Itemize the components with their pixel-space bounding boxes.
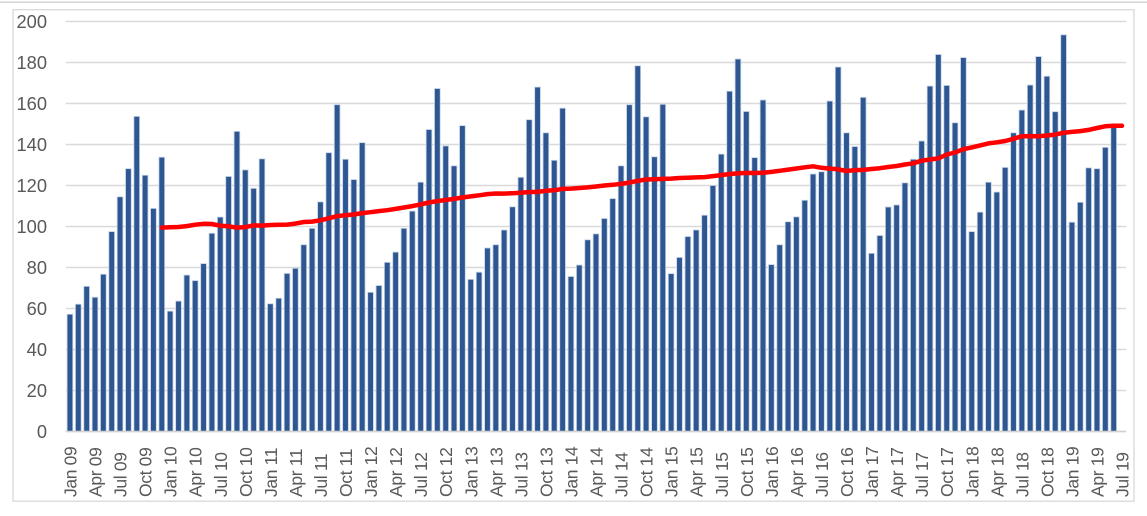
svg-text:Apr 11: Apr 11 [286, 449, 306, 497]
svg-text:60: 60 [27, 298, 47, 319]
svg-text:20: 20 [27, 380, 47, 401]
svg-text:Apr 18: Apr 18 [987, 448, 1007, 497]
svg-text:Jul 14: Jul 14 [612, 452, 632, 497]
svg-text:Jul 18: Jul 18 [1012, 452, 1032, 497]
svg-text:Oct 16: Oct 16 [837, 448, 857, 497]
svg-text:120: 120 [16, 175, 47, 196]
svg-text:Oct 11: Oct 11 [336, 449, 356, 497]
svg-text:Apr 10: Apr 10 [186, 447, 206, 497]
svg-text:Jul 11: Jul 11 [311, 454, 331, 497]
svg-text:160: 160 [16, 93, 47, 114]
svg-text:Apr 15: Apr 15 [687, 448, 707, 497]
svg-text:Jul 15: Jul 15 [712, 452, 732, 497]
svg-text:Jul 12: Jul 12 [411, 452, 431, 497]
svg-text:Jan 17: Jan 17 [862, 447, 882, 497]
svg-text:Jul 16: Jul 16 [812, 452, 832, 497]
svg-text:0: 0 [37, 421, 47, 442]
svg-text:Oct 13: Oct 13 [536, 448, 556, 497]
svg-text:Jan 10: Jan 10 [161, 446, 181, 497]
svg-text:Oct 15: Oct 15 [737, 448, 757, 497]
svg-text:Oct 17: Oct 17 [937, 448, 957, 497]
svg-text:Apr 12: Apr 12 [386, 448, 406, 497]
svg-text:Apr 14: Apr 14 [587, 447, 607, 497]
svg-text:140: 140 [16, 134, 47, 155]
svg-text:Jan 12: Jan 12 [361, 447, 381, 497]
svg-text:Oct 18: Oct 18 [1037, 448, 1057, 497]
svg-text:Oct 10: Oct 10 [236, 447, 256, 497]
svg-text:180: 180 [16, 52, 47, 73]
svg-text:Oct 09: Oct 09 [136, 448, 156, 497]
svg-text:80: 80 [27, 257, 47, 278]
svg-text:Jan 15: Jan 15 [662, 447, 682, 497]
svg-text:Jan 14: Jan 14 [561, 446, 581, 497]
svg-text:Oct 12: Oct 12 [436, 448, 456, 497]
svg-text:Jul 17: Jul 17 [912, 452, 932, 497]
svg-text:Jan 11: Jan 11 [261, 448, 281, 497]
svg-text:Jan 16: Jan 16 [762, 447, 782, 497]
svg-text:Apr 13: Apr 13 [486, 448, 506, 497]
svg-text:Jan 19: Jan 19 [1062, 447, 1082, 497]
svg-text:40: 40 [27, 339, 47, 360]
svg-text:Jul 09: Jul 09 [111, 452, 131, 497]
svg-text:200: 200 [16, 11, 47, 32]
svg-text:Jan 13: Jan 13 [461, 447, 481, 497]
svg-text:Jul 19: Jul 19 [1113, 452, 1133, 497]
svg-text:Apr 09: Apr 09 [86, 448, 106, 497]
svg-text:Jan 18: Jan 18 [962, 447, 982, 497]
svg-text:Apr 19: Apr 19 [1088, 448, 1108, 497]
svg-text:Jul 10: Jul 10 [211, 452, 231, 497]
svg-text:Apr 17: Apr 17 [887, 448, 907, 497]
svg-text:Jan 09: Jan 09 [60, 447, 80, 497]
svg-text:100: 100 [16, 216, 47, 237]
svg-text:Jul 13: Jul 13 [511, 452, 531, 497]
svg-text:Apr 16: Apr 16 [787, 448, 807, 497]
svg-text:Oct 14: Oct 14 [637, 447, 657, 497]
